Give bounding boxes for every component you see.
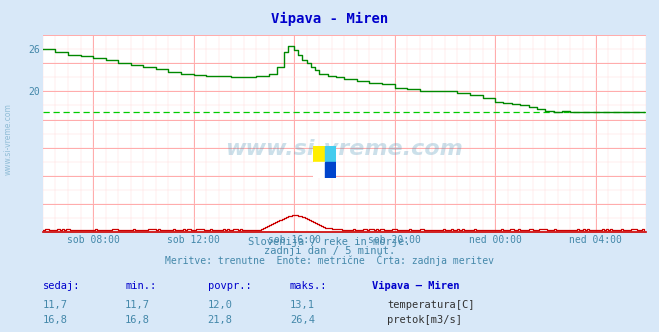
Text: sedaj:: sedaj: — [43, 281, 80, 290]
Text: 12,0: 12,0 — [208, 300, 233, 310]
Text: zadnji dan / 5 minut.: zadnji dan / 5 minut. — [264, 246, 395, 256]
Text: 11,7: 11,7 — [125, 300, 150, 310]
Text: temperatura[C]: temperatura[C] — [387, 300, 475, 310]
Text: 11,7: 11,7 — [43, 300, 68, 310]
Text: www.si-vreme.com: www.si-vreme.com — [3, 104, 13, 175]
Text: min.:: min.: — [125, 281, 156, 290]
Text: povpr.:: povpr.: — [208, 281, 251, 290]
Text: maks.:: maks.: — [290, 281, 328, 290]
Text: www.si-vreme.com: www.si-vreme.com — [225, 139, 463, 159]
Bar — [313, 162, 325, 178]
Text: 16,8: 16,8 — [125, 315, 150, 325]
Text: Slovenija / reke in morje.: Slovenija / reke in morje. — [248, 237, 411, 247]
Text: 13,1: 13,1 — [290, 300, 315, 310]
Text: 16,8: 16,8 — [43, 315, 68, 325]
Bar — [313, 146, 325, 162]
Text: 21,8: 21,8 — [208, 315, 233, 325]
Bar — [325, 162, 336, 178]
Text: Vipava - Miren: Vipava - Miren — [271, 12, 388, 26]
Text: pretok[m3/s]: pretok[m3/s] — [387, 315, 463, 325]
Text: Meritve: trenutne  Enote: metrične  Črta: zadnja meritev: Meritve: trenutne Enote: metrične Črta: … — [165, 254, 494, 266]
Text: Vipava – Miren: Vipava – Miren — [372, 281, 460, 290]
Text: 26,4: 26,4 — [290, 315, 315, 325]
Bar — [325, 146, 336, 162]
